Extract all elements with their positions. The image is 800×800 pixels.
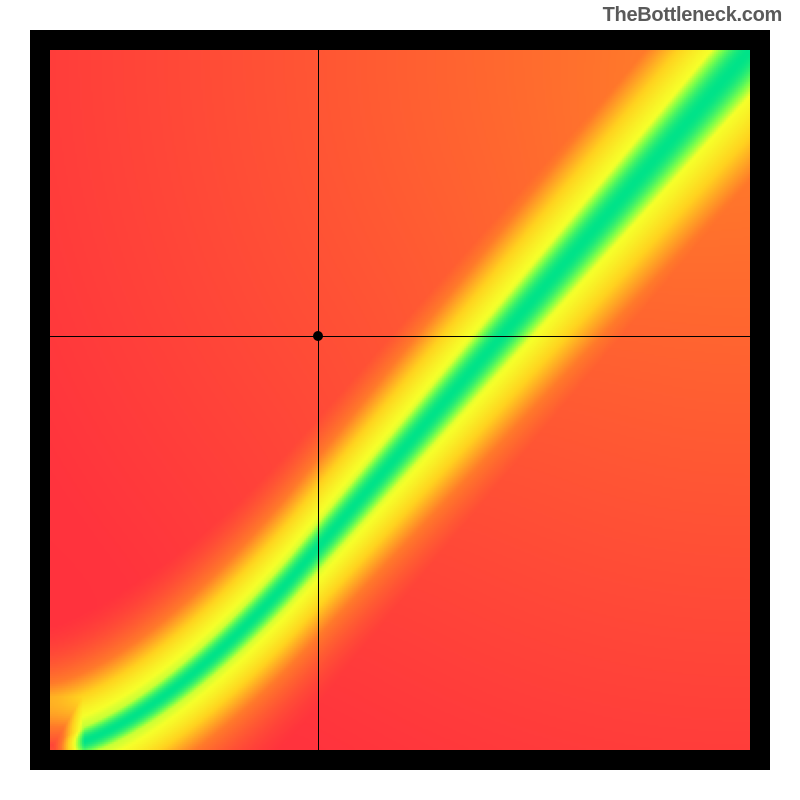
plot-frame [30, 30, 770, 770]
crosshair-horizontal [50, 336, 750, 337]
crosshair-marker [313, 331, 323, 341]
root: TheBottleneck.com [0, 0, 800, 800]
watermark-text: TheBottleneck.com [603, 4, 782, 27]
crosshair-vertical [318, 50, 319, 750]
heatmap-canvas [50, 50, 750, 750]
